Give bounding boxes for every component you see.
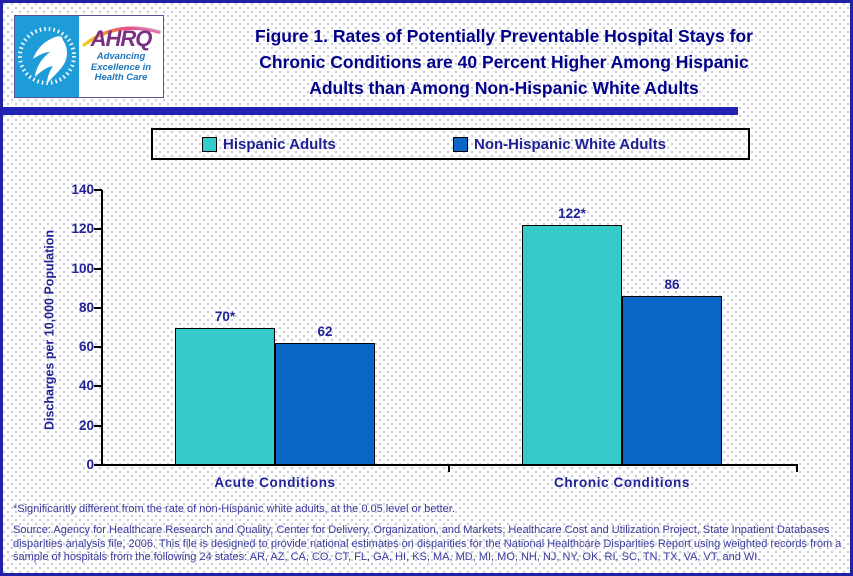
tagline-line: Health Care bbox=[94, 72, 148, 83]
ahrq-logo: AHRQ Advancing Excellence in Health Care bbox=[79, 16, 163, 97]
category-label-chronic-conditions: Chronic Conditions bbox=[553, 475, 691, 490]
ahrq-hhs-logo: AHRQ Advancing Excellence in Health Care bbox=[14, 15, 164, 98]
bar-hispanic-adults-chronic-conditions bbox=[522, 225, 622, 465]
category-label-acute-conditions: Acute Conditions bbox=[214, 475, 336, 490]
xtick-mark-1 bbox=[796, 466, 798, 472]
legend-item-non-hispanic-white: Non-Hispanic White Adults bbox=[453, 130, 666, 158]
ahrq-wordmark: AHRQ bbox=[90, 26, 153, 51]
ytick-label-100: 100 bbox=[71, 260, 94, 276]
figure-title: Figure 1. Rates of Potentially Preventab… bbox=[166, 23, 842, 101]
y-axis-line bbox=[101, 190, 103, 466]
ytick-label-0: 0 bbox=[86, 457, 94, 472]
ahrq-tagline: Advancing Excellence in Health Care bbox=[79, 51, 163, 84]
legend-label-hispanic: Hispanic Adults bbox=[223, 135, 336, 153]
xtick-mark-0 bbox=[448, 466, 450, 472]
bar-non-hispanic-white-adults-acute-conditions bbox=[275, 343, 375, 465]
ytick-label-40: 40 bbox=[78, 378, 94, 394]
figure-title-line: Figure 1. Rates of Potentially Preventab… bbox=[255, 26, 753, 46]
source-note: Source: Agency for Healthcare Research a… bbox=[13, 524, 847, 565]
legend-swatch-non-hispanic-white-icon bbox=[453, 136, 468, 152]
ytick-mark-0 bbox=[94, 464, 102, 466]
hhs-eagle-icon bbox=[18, 27, 76, 85]
value-label-hispanic-adults-chronic-conditions: 122* bbox=[558, 206, 586, 222]
chart-legend: Hispanic Adults Non-Hispanic White Adult… bbox=[151, 128, 750, 160]
rainbow-arc-icon bbox=[82, 26, 161, 47]
ytick-mark-40 bbox=[94, 385, 102, 388]
ytick-mark-140 bbox=[94, 189, 102, 191]
header-divider bbox=[3, 107, 738, 115]
value-label-non-hispanic-white-adults-chronic-conditions: 86 bbox=[664, 277, 680, 293]
legend-swatch-hispanic-icon bbox=[202, 136, 217, 152]
value-label-hispanic-adults-acute-conditions: 70* bbox=[214, 308, 236, 324]
tagline-line: Advancing bbox=[96, 51, 146, 62]
bar-hispanic-adults-acute-conditions bbox=[175, 327, 275, 465]
ytick-mark-20 bbox=[94, 424, 102, 427]
value-label-non-hispanic-white-adults-acute-conditions: 62 bbox=[317, 324, 333, 340]
tagline-line: Excellence in bbox=[90, 61, 152, 73]
ytick-label-20: 20 bbox=[78, 417, 94, 433]
figure-title-line: Chronic Conditions are 40 Percent Higher… bbox=[259, 52, 749, 72]
ytick-mark-80 bbox=[94, 306, 102, 309]
ytick-label-140: 140 bbox=[71, 182, 94, 197]
ytick-mark-60 bbox=[94, 346, 102, 349]
ytick-label-60: 60 bbox=[78, 339, 94, 355]
bar-non-hispanic-white-adults-chronic-conditions bbox=[622, 296, 722, 465]
x-axis-line bbox=[101, 464, 798, 466]
ytick-mark-100 bbox=[94, 267, 102, 270]
legend-label-non-hispanic-white: Non-Hispanic White Adults bbox=[474, 135, 666, 153]
hhs-seal-icon bbox=[15, 16, 79, 97]
ytick-label-80: 80 bbox=[78, 299, 94, 315]
source-line: disparities analysis file, 2006. This fi… bbox=[13, 537, 842, 550]
ytick-label-120: 120 bbox=[71, 221, 94, 237]
source-line: Source: Agency for Healthcare Research a… bbox=[13, 524, 830, 536]
ytick-mark-120 bbox=[94, 228, 102, 231]
figure-title-line: Adults than Among Non-Hispanic White Adu… bbox=[309, 78, 699, 98]
source-line: sample of hospitals from the following 2… bbox=[13, 551, 761, 563]
legend-item-hispanic: Hispanic Adults bbox=[202, 130, 336, 158]
significance-footnote: *Significantly different from the rate o… bbox=[13, 503, 455, 515]
